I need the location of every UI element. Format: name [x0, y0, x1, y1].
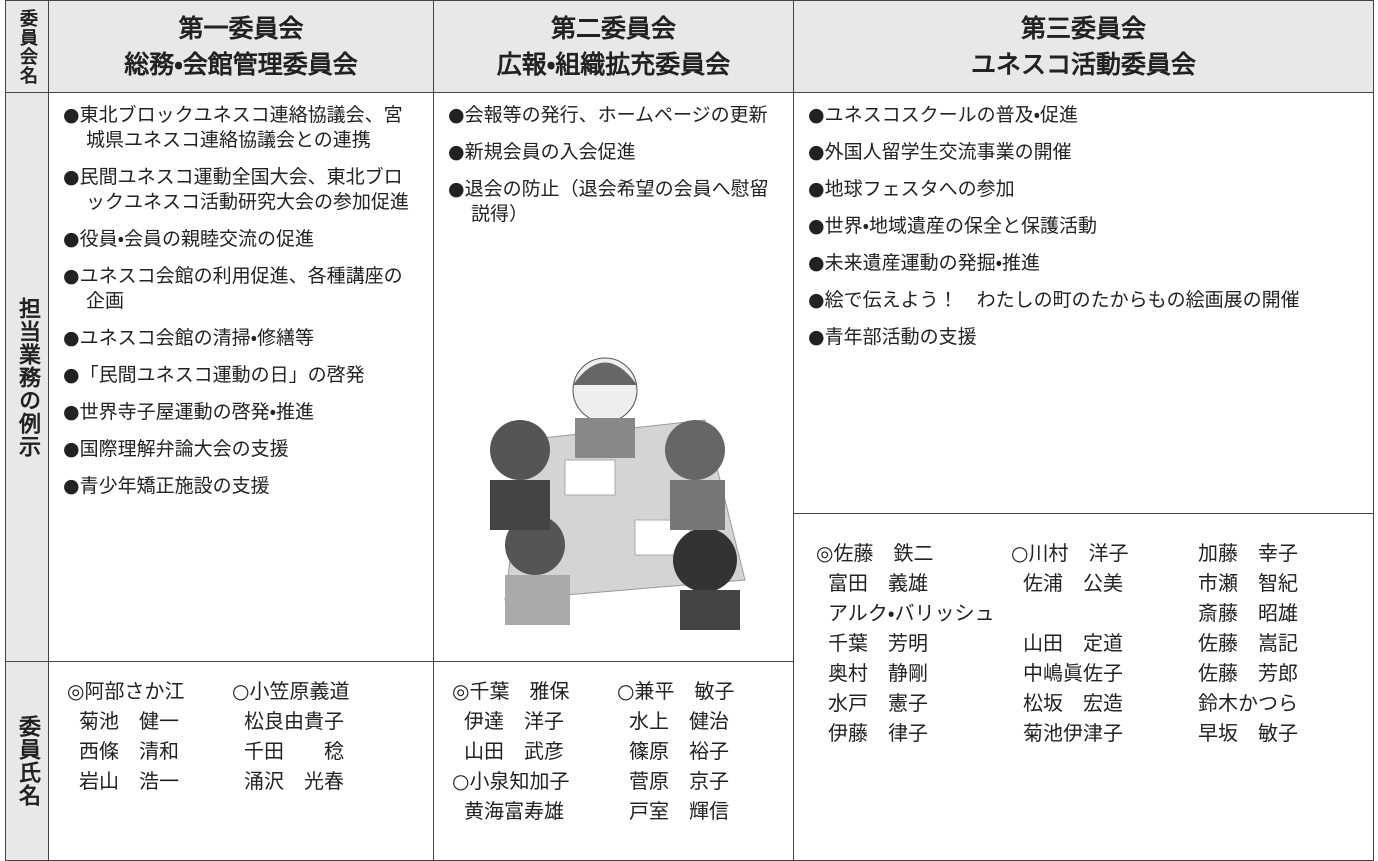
- committee-header: 第一委員会総務・会館管理委員会: [48, 0, 434, 93]
- member-name: 斎藤 昭雄: [1198, 601, 1298, 625]
- member-name: 水戸 憲子: [828, 691, 928, 715]
- committee-name: 第二委員会: [550, 13, 676, 43]
- member-name: 奥村 静剛: [828, 661, 928, 685]
- duty-item: ●会報等の発行、ホームページの更新: [448, 104, 768, 126]
- committee-subtitle: 総務・会館管理委員会: [124, 49, 358, 79]
- duty-item: ●役員・会員の親睦交流の促進: [63, 228, 315, 250]
- committee-name: 第三委員会: [1020, 13, 1146, 43]
- committee-name: 第一委員会: [178, 13, 304, 43]
- member-name: 松良由貴子: [244, 709, 344, 733]
- duty-item: ●青年部活動の支援: [808, 326, 977, 348]
- committee-subtitle: ユネスコ活動委員会: [970, 49, 1196, 79]
- member-name: ◎阿部さか江: [67, 679, 185, 703]
- member-name: ○小笠原義道: [232, 679, 350, 703]
- member-name: 早坂 敏子: [1198, 721, 1298, 745]
- members-cell: ◎佐藤 鉄二 ○川村 洋子 加藤 幸子富田 義雄 佐浦 公美 市瀬 智紀アルク・バリッシ…: [793, 513, 1374, 861]
- member-name: 富田 義雄: [828, 571, 928, 595]
- member-name: 佐浦 公美: [1023, 571, 1123, 595]
- member-name: 戸室 輝信: [629, 799, 729, 823]
- members-cell: ◎阿部さか江 ○小笠原義道菊池 健一 松良由貴子西條 清和 千田 稔岩山 浩一 涌沢 光…: [48, 661, 434, 861]
- members-cell: ◎千葉 雅保 ○兼平 敏子伊達 洋子 水上 健治山田 武彦 篠原 裕子 ○小泉知加子 菅原…: [433, 661, 794, 861]
- member-name: 西條 清和: [79, 739, 179, 763]
- member-name: 菅原 京子: [629, 769, 729, 793]
- member-name: 水上 健治: [629, 709, 729, 733]
- duty-item: ●地球フェスタへの参加: [808, 178, 1015, 200]
- member-name: 黄海富寿雄: [464, 799, 564, 823]
- duty-item: ●ユネスコ会館の清掃・修繕等: [63, 327, 315, 349]
- member-name: 菊池 健一: [79, 709, 179, 733]
- member-name: アルク・バリッシュ: [828, 601, 995, 625]
- member-name: 市瀬 智紀: [1198, 571, 1298, 595]
- member-name: 佐藤 嵩記: [1198, 631, 1298, 655]
- member-name: 伊藤 律子: [828, 721, 928, 745]
- duty-item: ●東北ブロックユネスコ連絡協議会、宮城県ユネスコ連絡協議会との連携: [63, 104, 403, 151]
- duty-item: ●青少年矯正施設の支援: [63, 475, 270, 497]
- duty-item: ●民間ユネスコ運動全国大会、東北ブロックユネスコ活動研究大会の参加促進: [63, 166, 410, 213]
- member-name: 松坂 宏造: [1023, 691, 1123, 715]
- member-name: 千葉 芳明: [828, 631, 928, 655]
- member-name: 山田 定道: [1023, 631, 1123, 655]
- member-name: 鈴木かつら: [1198, 691, 1298, 715]
- member-name: 山田 武彦: [464, 739, 564, 763]
- duty-item: ●世界寺子屋運動の啓発・推進: [63, 401, 315, 423]
- row-label: 委員氏名: [5, 661, 49, 861]
- member-name: ○兼平 敏子: [617, 679, 735, 703]
- member-name: ◎佐藤 鉄二: [816, 541, 934, 565]
- member-name: 伊達 洋子: [464, 709, 564, 733]
- duty-item: ●「民間ユネスコ運動の日」の啓発: [63, 364, 365, 386]
- duty-item: ●世界・地域遺産の保全と保護活動: [808, 215, 1098, 237]
- member-name: 加藤 幸子: [1198, 541, 1298, 565]
- member-name: ◎千葉 雅保: [452, 679, 570, 703]
- member-name: 涌沢 光春: [244, 769, 344, 793]
- duties-cell: ●東北ブロックユネスコ連絡協議会、宮城県ユネスコ連絡協議会との連携 ●民間ユネスコ…: [48, 92, 434, 662]
- member-name: 菊池伊津子: [1023, 721, 1123, 745]
- duties-cell: ●会報等の発行、ホームページの更新 ●新規会員の入会促進 ●退会の防止（退会希望の会…: [433, 92, 794, 662]
- row-label: 委員会名: [5, 0, 49, 93]
- member-name: 中嶋眞佐子: [1023, 661, 1123, 685]
- duty-item: ●絵で伝えよう！ わたしの町のたからもの絵画展の開催: [808, 289, 1300, 311]
- member-name: 篠原 裕子: [629, 739, 729, 763]
- committee-header: 第三委員会ユネスコ活動委員会: [793, 0, 1374, 93]
- duty-item: ●ユネスコスクールの普及・促進: [808, 104, 1079, 126]
- meeting-illustration: [490, 357, 746, 630]
- duty-item: ●国際理解弁論大会の支援: [63, 438, 289, 460]
- duty-item: ●ユネスコ会館の利用促進、各種講座の企画: [63, 265, 403, 312]
- member-name: ○川村 洋子: [1011, 541, 1129, 565]
- member-name: 佐藤 芳郎: [1198, 661, 1298, 685]
- duty-item: ●外国人留学生交流事業の開催: [808, 141, 1072, 163]
- member-name: 岩山 浩一: [79, 769, 179, 793]
- duty-item: ●退会の防止（退会希望の会員へ慰留説得）: [448, 178, 769, 225]
- row-label: 担当業務の例示: [5, 92, 49, 662]
- member-name: ○小泉知加子: [452, 769, 570, 793]
- duty-item: ●新規会員の入会促進: [448, 141, 636, 163]
- member-name: 千田 稔: [244, 739, 344, 763]
- committee-header: 第二委員会広報・組織拡充委員会: [433, 0, 794, 93]
- duty-item: ●未来遺産運動の発掘・推進: [808, 252, 1041, 274]
- committee-subtitle: 広報・組織拡充委員会: [496, 49, 731, 79]
- duties-cell: ●ユネスコスクールの普及・促進 ●外国人留学生交流事業の開催 ●地球フェスタへの参加…: [793, 92, 1374, 514]
